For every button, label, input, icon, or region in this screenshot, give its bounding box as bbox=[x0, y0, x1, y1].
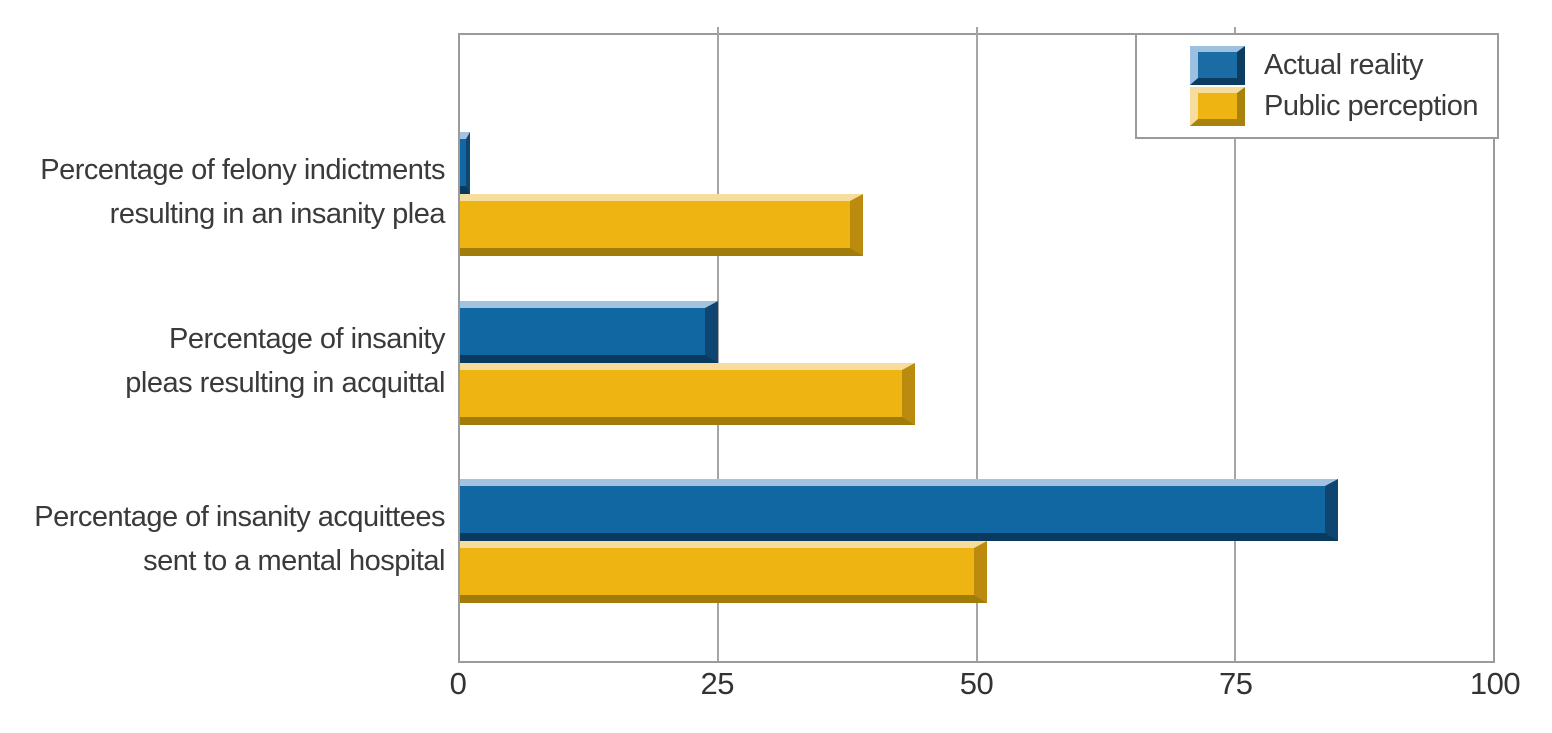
bar-actual-reality-1 bbox=[460, 301, 719, 363]
bar-group-1 bbox=[460, 301, 1493, 425]
x-tick-label-0: 0 bbox=[449, 666, 467, 701]
bar-actual-reality-2 bbox=[460, 479, 1339, 541]
legend-swatch-public-perception bbox=[1190, 87, 1245, 126]
bar-group-2 bbox=[460, 479, 1493, 603]
gridline-50 bbox=[975, 27, 978, 661]
bar-actual-reality-0 bbox=[460, 132, 471, 194]
category-axis-labels: Percentage of felony indictments resultin… bbox=[0, 0, 445, 733]
legend-row-0: Actual reality bbox=[1190, 46, 1497, 86]
category-label-2: Percentage of insanity acquittees sent to… bbox=[34, 501, 445, 577]
legend-label-1: Public perception bbox=[1264, 90, 1478, 122]
bar-public-perception-2 bbox=[460, 541, 987, 603]
legend-label-0: Actual reality bbox=[1264, 49, 1424, 81]
x-tick-label-100: 100 bbox=[1469, 666, 1521, 701]
bar-group-0 bbox=[460, 132, 1493, 256]
x-tick-label-25: 25 bbox=[700, 666, 735, 701]
bar-public-perception-0 bbox=[460, 194, 863, 256]
legend: Actual reality Public perception bbox=[1135, 33, 1499, 139]
category-label-0: Percentage of felony indictments resultin… bbox=[40, 154, 445, 230]
plot-area: Actual reality Public perception bbox=[458, 27, 1499, 663]
x-axis-tick-labels: 0 25 50 75 100 bbox=[450, 666, 1521, 706]
category-label-1: Percentage of insanity pleas resulting in… bbox=[125, 323, 445, 399]
legend-row-1: Public perception bbox=[1190, 87, 1497, 127]
gridline-25 bbox=[717, 27, 720, 661]
x-tick-label-50: 50 bbox=[959, 666, 994, 701]
gridline-75 bbox=[1233, 27, 1236, 661]
bar-public-perception-1 bbox=[460, 363, 915, 425]
legend-swatch-actual-reality bbox=[1190, 46, 1245, 85]
x-tick-label-75: 75 bbox=[1219, 666, 1253, 701]
